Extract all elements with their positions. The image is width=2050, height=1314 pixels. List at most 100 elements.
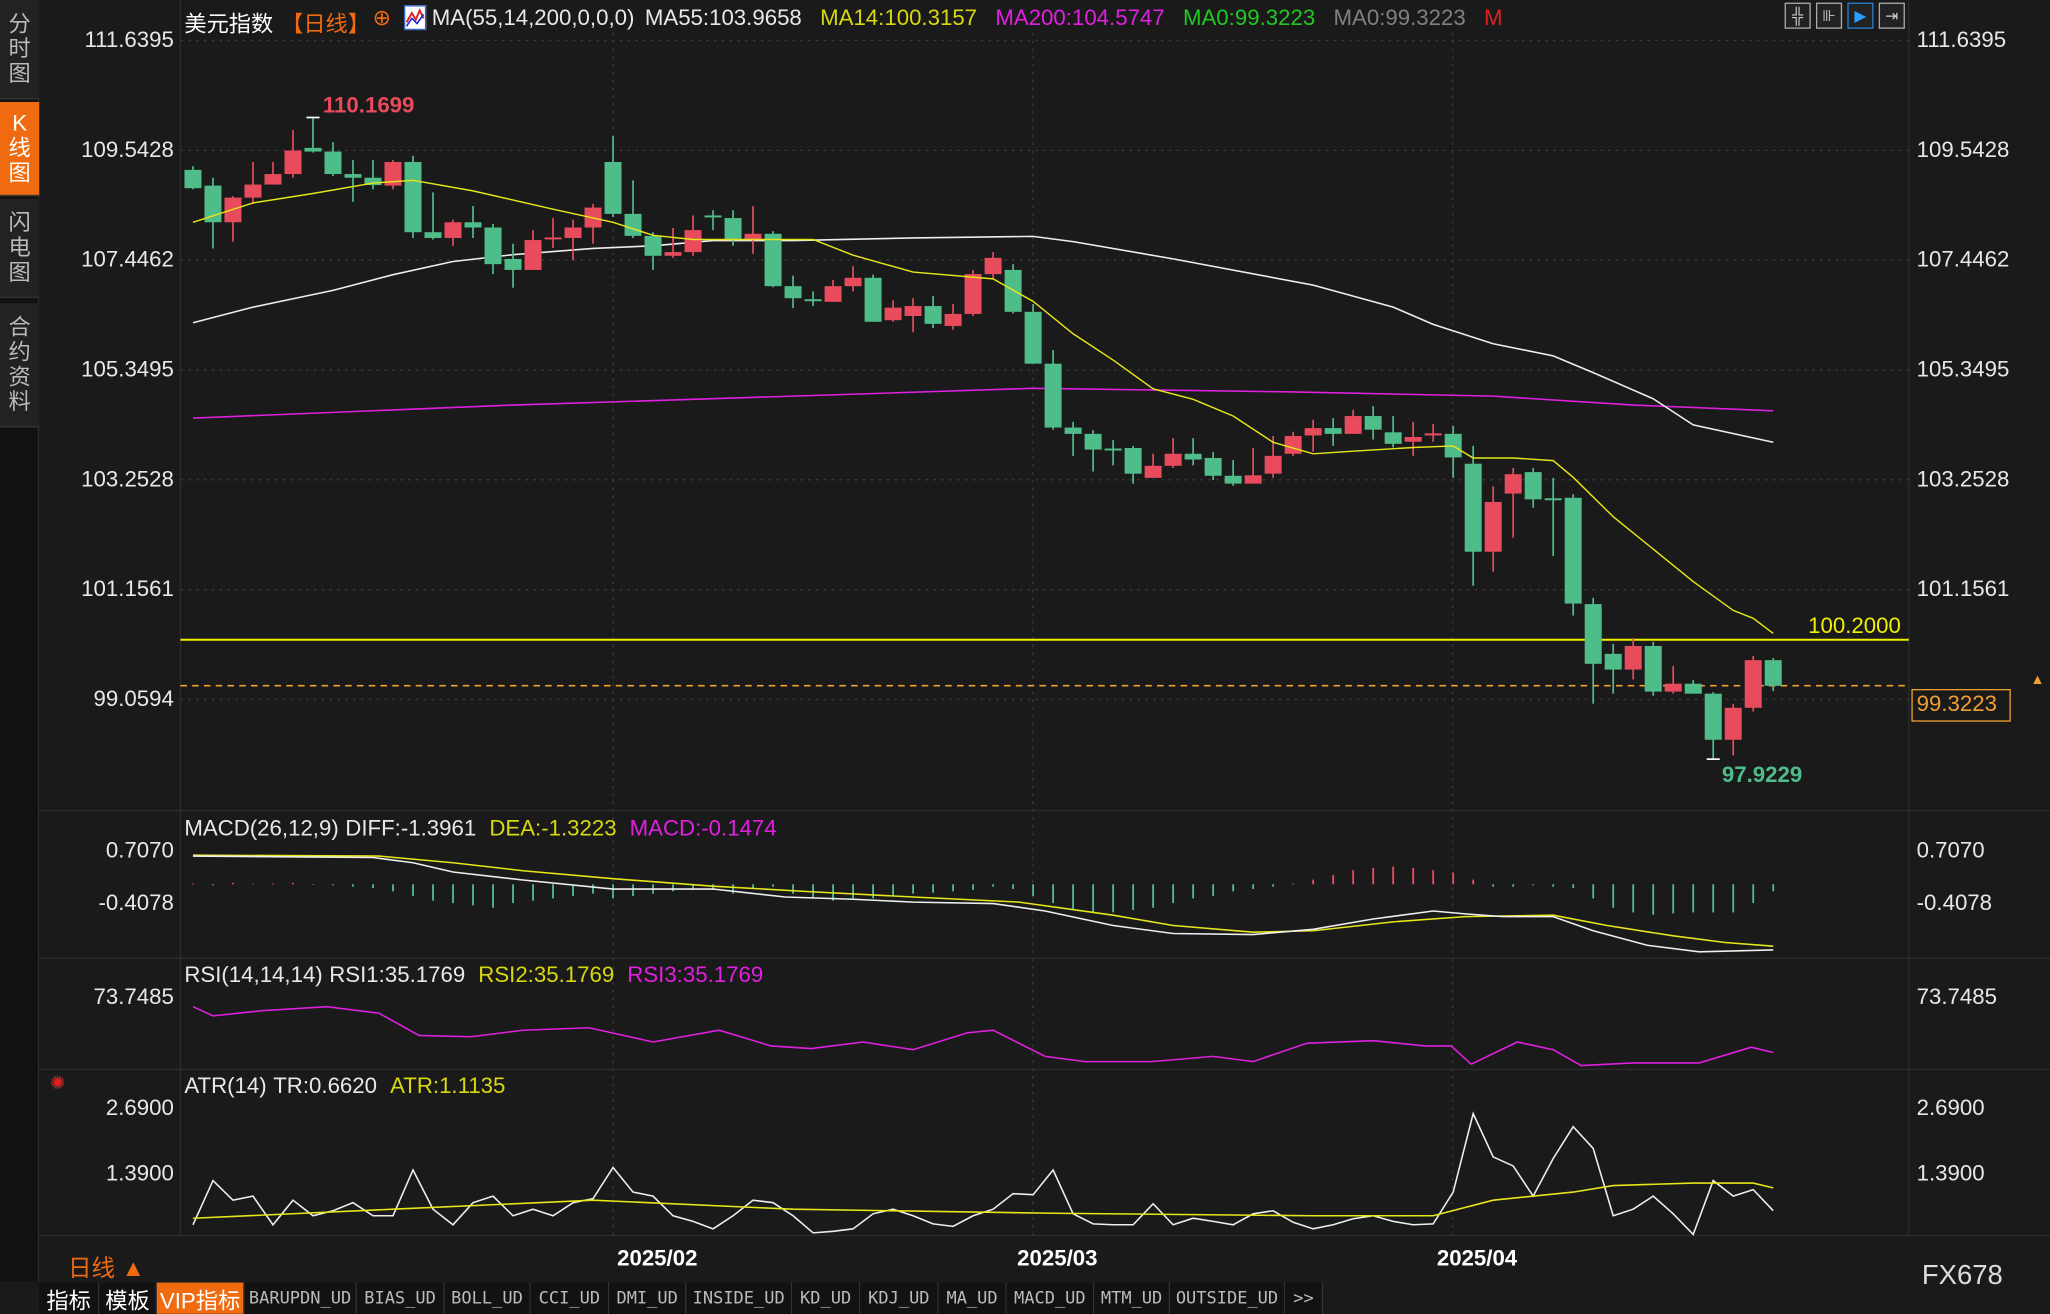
tab-contract-info[interactable]: 合约资料 — [0, 303, 40, 428]
indicator-tab-boll-ud[interactable]: BOLL_UD — [444, 1282, 531, 1314]
candle-body — [1044, 363, 1062, 428]
ma55-value: MA55:103.9658 — [644, 5, 802, 31]
candle-body — [1124, 448, 1142, 474]
macd-axis-label: 0.7070 — [105, 838, 174, 863]
candle-body — [484, 227, 502, 265]
candle-body — [344, 174, 362, 178]
indicator-tab-kdj-ud[interactable]: KDJ_UD — [860, 1282, 939, 1314]
candle-body — [204, 185, 222, 223]
macd-title: MACD(26,12,9) — [184, 815, 339, 841]
candle-body — [1264, 455, 1282, 474]
candle-body — [424, 232, 442, 238]
candle-body — [824, 286, 842, 302]
add-indicator-icon[interactable]: ⊕ — [372, 5, 392, 31]
candle-body — [524, 240, 542, 270]
candle-body — [1144, 465, 1162, 478]
candle-body — [1484, 501, 1502, 552]
indicator-tab-kd-ud[interactable]: KD_UD — [792, 1282, 861, 1314]
play-icon[interactable]: ▶ — [1847, 2, 1874, 29]
indicator-tab-mtm-ud[interactable]: MTM_UD — [1094, 1282, 1171, 1314]
candle-body — [244, 184, 262, 198]
candle-body — [764, 233, 782, 287]
exit-icon[interactable]: ⇥ — [1878, 2, 1905, 29]
indicator-tab[interactable]: 模板 — [99, 1282, 157, 1314]
range-icon[interactable]: ⊪ — [1815, 2, 1843, 29]
atr-title: ATR(14) — [184, 1073, 267, 1099]
rsi-header: RSI(14,14,14) RSI1:35.1769 RSI2:35.1769 RSI… — [184, 962, 776, 988]
last-price-arrow-icon: ▲ — [2030, 672, 2045, 688]
date-label: 2025/04 — [1436, 1245, 1518, 1271]
tab-timeshare[interactable]: 分时图 — [0, 0, 40, 100]
candle-body — [1524, 472, 1542, 500]
indicator-alert-icon[interactable]: ✺ — [49, 1072, 66, 1093]
indicator-tab-dmi-ud[interactable]: DMI_UD — [609, 1282, 687, 1314]
indicator-tab-ma-ud[interactable]: MA_UD — [938, 1282, 1007, 1314]
high-price-label: 110.1699 — [322, 92, 415, 118]
indicator-tab[interactable]: 指标 — [39, 1282, 100, 1314]
candle-body — [324, 151, 342, 175]
candle-body — [1404, 437, 1422, 442]
indicator-tab-bias-ud[interactable]: BIAS_UD — [356, 1282, 445, 1314]
price-axis-label: 99.0594 — [93, 686, 174, 712]
candle-body — [1344, 416, 1362, 434]
price-axis-label: 107.4462 — [81, 247, 174, 272]
period-label[interactable]: 【日线】 — [281, 11, 370, 37]
atr-header: ATR(14) TR:0.6620 ATR:1.1135 — [184, 1073, 518, 1099]
candle-body — [1624, 646, 1642, 670]
candle-body — [1564, 497, 1582, 604]
rsi-axis-label: 73.7485 — [93, 984, 174, 1010]
candle-body — [564, 227, 582, 238]
indicator-tab-vip[interactable]: VIP指标 — [156, 1282, 245, 1314]
indicator-tab-outside-ud[interactable]: OUTSIDE_UD — [1170, 1282, 1286, 1314]
tab-flash-chart[interactable]: 闪电图 — [0, 198, 40, 299]
atr-value: ATR:1.1135 — [390, 1073, 506, 1099]
candle-body — [944, 313, 962, 326]
macd-diff: DIFF:-1.3961 — [345, 815, 477, 841]
candle-body — [1684, 683, 1702, 694]
indicator-tab-macd-ud[interactable]: MACD_UD — [1006, 1282, 1095, 1314]
indicator-tab[interactable]: >> — [1285, 1282, 1324, 1314]
candle-body — [1244, 475, 1262, 484]
indicator-tab-barupdn-ud[interactable]: BARUPDN_UD — [244, 1282, 357, 1314]
ma-settings-icon[interactable] — [404, 5, 427, 31]
alert-line-label[interactable]: 100.2000 — [1808, 613, 1901, 639]
macd-axis-label: -0.4078 — [1916, 890, 1993, 916]
period-selector[interactable]: 日线 ▲ — [67, 1255, 145, 1282]
candle-body — [1024, 311, 1042, 364]
crosshair-icon[interactable]: ╬ — [1784, 2, 1811, 29]
candle-body — [984, 257, 1002, 275]
candle-body — [1084, 433, 1102, 450]
atr-tr: TR:0.6620 — [273, 1073, 378, 1099]
candle-body — [1604, 653, 1622, 670]
tab-kline[interactable]: K线图 — [0, 101, 40, 197]
atr-axis-label: 1.3900 — [105, 1160, 174, 1186]
atr-line — [192, 1182, 1774, 1220]
atr-axis-label: 1.3900 — [1916, 1160, 1985, 1186]
candle-body — [1104, 448, 1122, 451]
candle-body — [1304, 428, 1322, 436]
brand-watermark: FX678 — [1921, 1260, 2003, 1291]
indicator-tabbar: 指标 模板 VIP指标 BARUPDN_UD BIAS_UD BOLL_UD CCI_UD D… — [39, 1282, 1324, 1314]
ma55-line — [192, 235, 1774, 444]
candle-body — [464, 222, 482, 228]
candle-body — [1064, 427, 1082, 434]
diff-line — [192, 855, 1774, 953]
chart-header: 美元指数 【日线】 ⊕ MA(55,14,200,0,0,0) MA55:103… — [184, 5, 1510, 38]
candle-body — [904, 306, 922, 317]
tab-label: K线图 — [8, 111, 31, 186]
candle-body — [684, 230, 702, 253]
tab-label: 分时图 — [8, 11, 31, 87]
macd-value: MACD:-0.1474 — [629, 815, 777, 841]
candle-body — [1424, 433, 1442, 436]
candle-body — [1384, 432, 1402, 444]
indicator-tab-inside-ud[interactable]: INSIDE_UD — [686, 1282, 793, 1314]
candle-body — [1504, 474, 1522, 494]
candle-body — [184, 169, 202, 189]
candle-body — [924, 306, 942, 324]
indicator-tab-cci-ud[interactable]: CCI_UD — [530, 1282, 610, 1314]
candle-body — [1224, 475, 1242, 484]
date-label: 2025/02 — [617, 1245, 698, 1271]
candle-body — [444, 222, 462, 238]
ma200-value: MA200:104.5747 — [995, 5, 1165, 31]
